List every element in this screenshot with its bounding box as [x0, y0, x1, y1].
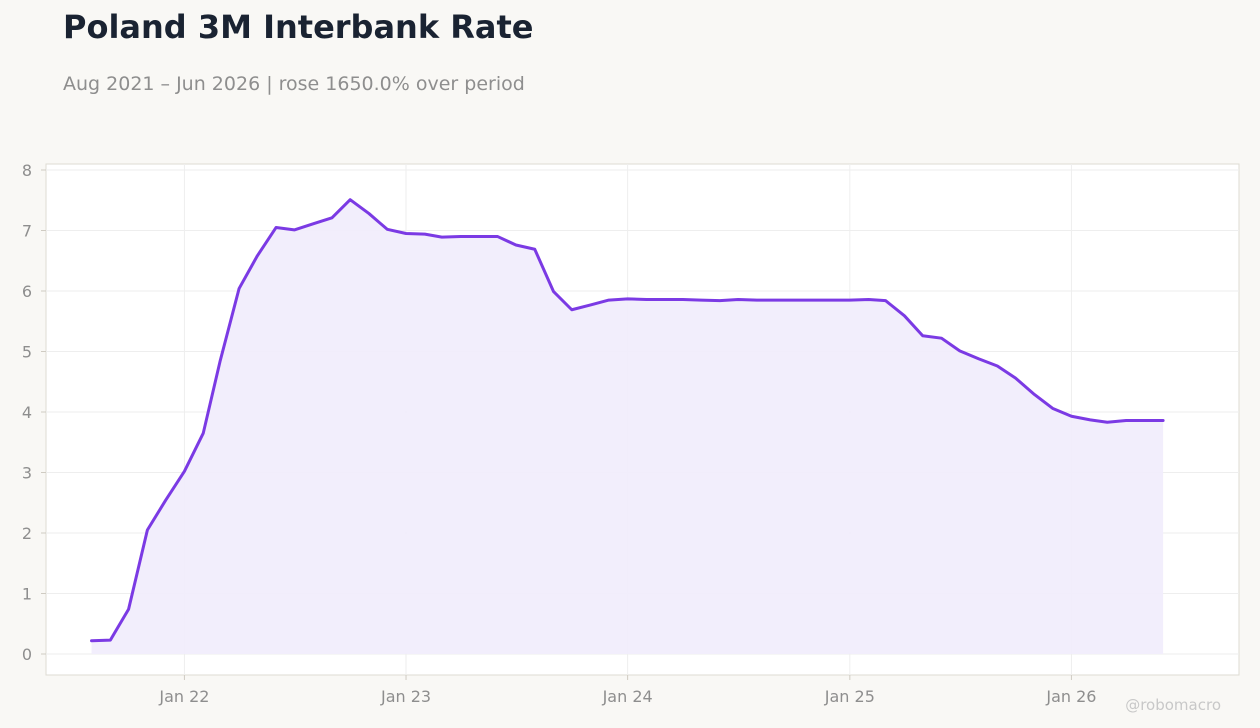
data-point	[552, 290, 555, 293]
data-point	[1125, 419, 1128, 422]
data-point	[867, 298, 870, 301]
data-point	[589, 303, 592, 306]
data-point	[514, 244, 517, 247]
data-point	[681, 298, 684, 301]
y-tick-label: 7	[22, 222, 32, 241]
data-point	[718, 299, 721, 302]
x-tick-label: Jan 23	[380, 687, 431, 706]
data-point	[459, 235, 462, 238]
watermark-text: @robomacro	[1125, 696, 1221, 714]
data-point	[884, 299, 887, 302]
data-point	[90, 639, 93, 642]
data-point	[940, 337, 943, 340]
data-point	[607, 299, 610, 302]
data-point	[921, 334, 924, 337]
data-point	[127, 608, 130, 611]
chart-subtitle: Aug 2021 – Jun 2026 | rose 1650.0% over …	[63, 73, 525, 95]
data-point	[164, 499, 167, 502]
data-point	[830, 299, 833, 302]
data-point	[1070, 415, 1073, 418]
y-tick-label: 3	[22, 464, 32, 483]
data-point	[1051, 407, 1054, 410]
data-point	[440, 236, 443, 239]
data-point	[109, 639, 112, 642]
data-point	[312, 222, 315, 225]
area-fill	[91, 199, 1164, 654]
y-axis-ticks: 0 1 2 3 4 5 6 7 8	[22, 161, 46, 664]
data-point	[645, 298, 648, 301]
y-tick-label: 4	[22, 403, 32, 422]
x-tick-label: Jan 25	[824, 687, 875, 706]
data-point	[811, 299, 814, 302]
data-point	[1033, 393, 1036, 396]
data-point	[202, 432, 205, 435]
data-point	[238, 287, 241, 290]
data-point	[626, 297, 629, 300]
x-tick-label: Jan 24	[602, 687, 653, 706]
x-tick-label: Jan 22	[158, 687, 209, 706]
y-tick-label: 6	[22, 282, 32, 301]
data-point	[570, 308, 573, 311]
data-point	[533, 248, 536, 251]
series-line	[90, 198, 1165, 643]
data-point	[958, 349, 961, 352]
data-point	[774, 299, 777, 302]
data-point	[146, 528, 149, 531]
data-point	[477, 235, 480, 238]
data-point	[275, 226, 278, 229]
data-point	[755, 299, 758, 302]
data-point	[1143, 419, 1146, 422]
data-point	[386, 228, 389, 231]
data-point	[1106, 421, 1109, 424]
data-point	[663, 298, 666, 301]
x-tick-label: Jan 26	[1045, 687, 1096, 706]
data-point	[903, 314, 906, 317]
data-point	[1162, 419, 1165, 422]
data-point	[792, 299, 795, 302]
y-tick-label: 1	[22, 585, 32, 604]
data-point	[330, 216, 333, 219]
data-point	[848, 299, 851, 302]
y-tick-label: 8	[22, 161, 32, 180]
data-point	[349, 198, 352, 201]
data-point	[423, 233, 426, 236]
y-tick-label: 5	[22, 343, 32, 362]
data-point	[977, 357, 980, 360]
data-point	[405, 232, 408, 235]
data-point	[183, 470, 186, 473]
data-point	[496, 235, 499, 238]
data-point	[1089, 418, 1092, 421]
data-point	[737, 298, 740, 301]
data-point	[367, 212, 370, 215]
y-tick-label: 2	[22, 524, 32, 543]
data-point	[700, 299, 703, 302]
chart-title: Poland 3M Interbank Rate	[63, 8, 534, 46]
data-point	[1014, 377, 1017, 380]
y-tick-label: 0	[22, 645, 32, 664]
data-point	[219, 359, 222, 362]
data-point	[293, 228, 296, 231]
data-point	[996, 365, 999, 368]
x-axis-ticks: Jan 22 Jan 23 Jan 24 Jan 25 Jan 26	[158, 675, 1096, 706]
data-point	[256, 254, 259, 257]
